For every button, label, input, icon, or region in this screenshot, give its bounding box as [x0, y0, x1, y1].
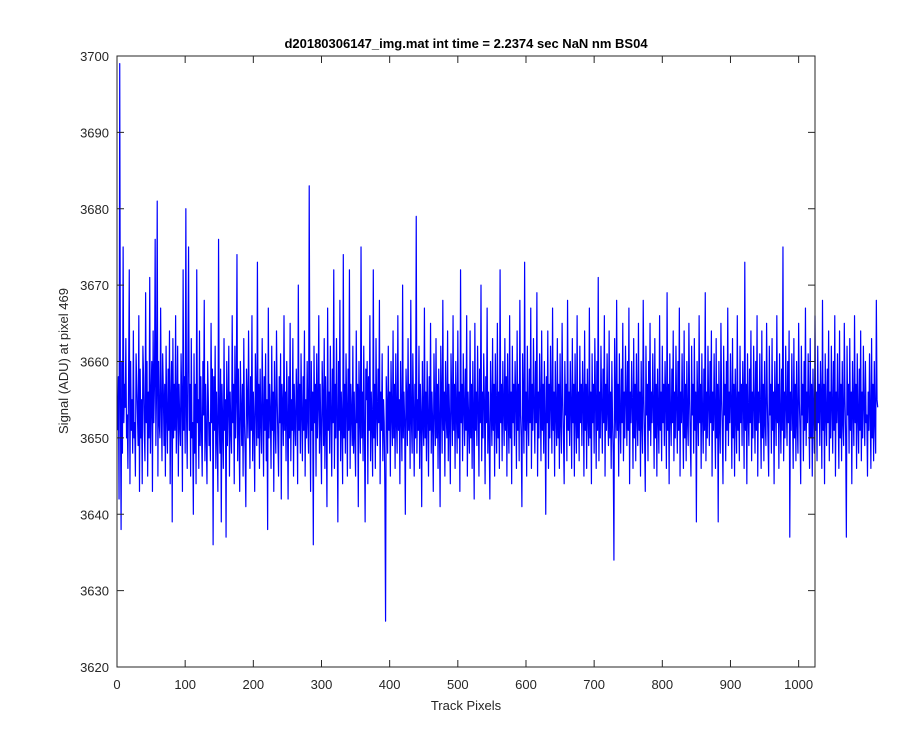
y-tick-label: 3700	[80, 49, 109, 64]
chart-title: d20180306147_img.mat int time = 2.2374 s…	[284, 36, 648, 51]
x-axis-label: Track Pixels	[431, 698, 502, 713]
y-tick-label: 3640	[80, 507, 109, 522]
x-tick-label: 300	[311, 677, 333, 692]
x-tick-label: 500	[447, 677, 469, 692]
y-tick-label: 3660	[80, 355, 109, 370]
x-ticks: 0 100 200 300 400 500 600 700 800 900 1000	[113, 56, 813, 692]
x-tick-label: 400	[379, 677, 401, 692]
y-tick-label: 3630	[80, 584, 109, 599]
x-tick-label: 900	[720, 677, 742, 692]
x-tick-label: 1000	[784, 677, 813, 692]
y-tick-label: 3670	[80, 278, 109, 293]
x-tick-label: 800	[651, 677, 673, 692]
y-tick-label: 3680	[80, 202, 109, 217]
series-layer	[117, 63, 879, 622]
x-tick-label: 600	[515, 677, 537, 692]
x-tick-label: 100	[174, 677, 196, 692]
y-tick-label: 3650	[80, 431, 109, 446]
y-ticks: 3620 3630 3640 3650 3660 3670 3680 3690 3700	[80, 49, 815, 675]
y-tick-label: 3620	[80, 660, 109, 675]
series-line	[117, 63, 879, 622]
y-axis-label: Signal (ADU) at pixel 469	[56, 288, 71, 434]
x-tick-label: 200	[242, 677, 264, 692]
x-tick-label: 0	[113, 677, 120, 692]
y-tick-label: 3690	[80, 125, 109, 140]
x-tick-label: 700	[583, 677, 605, 692]
